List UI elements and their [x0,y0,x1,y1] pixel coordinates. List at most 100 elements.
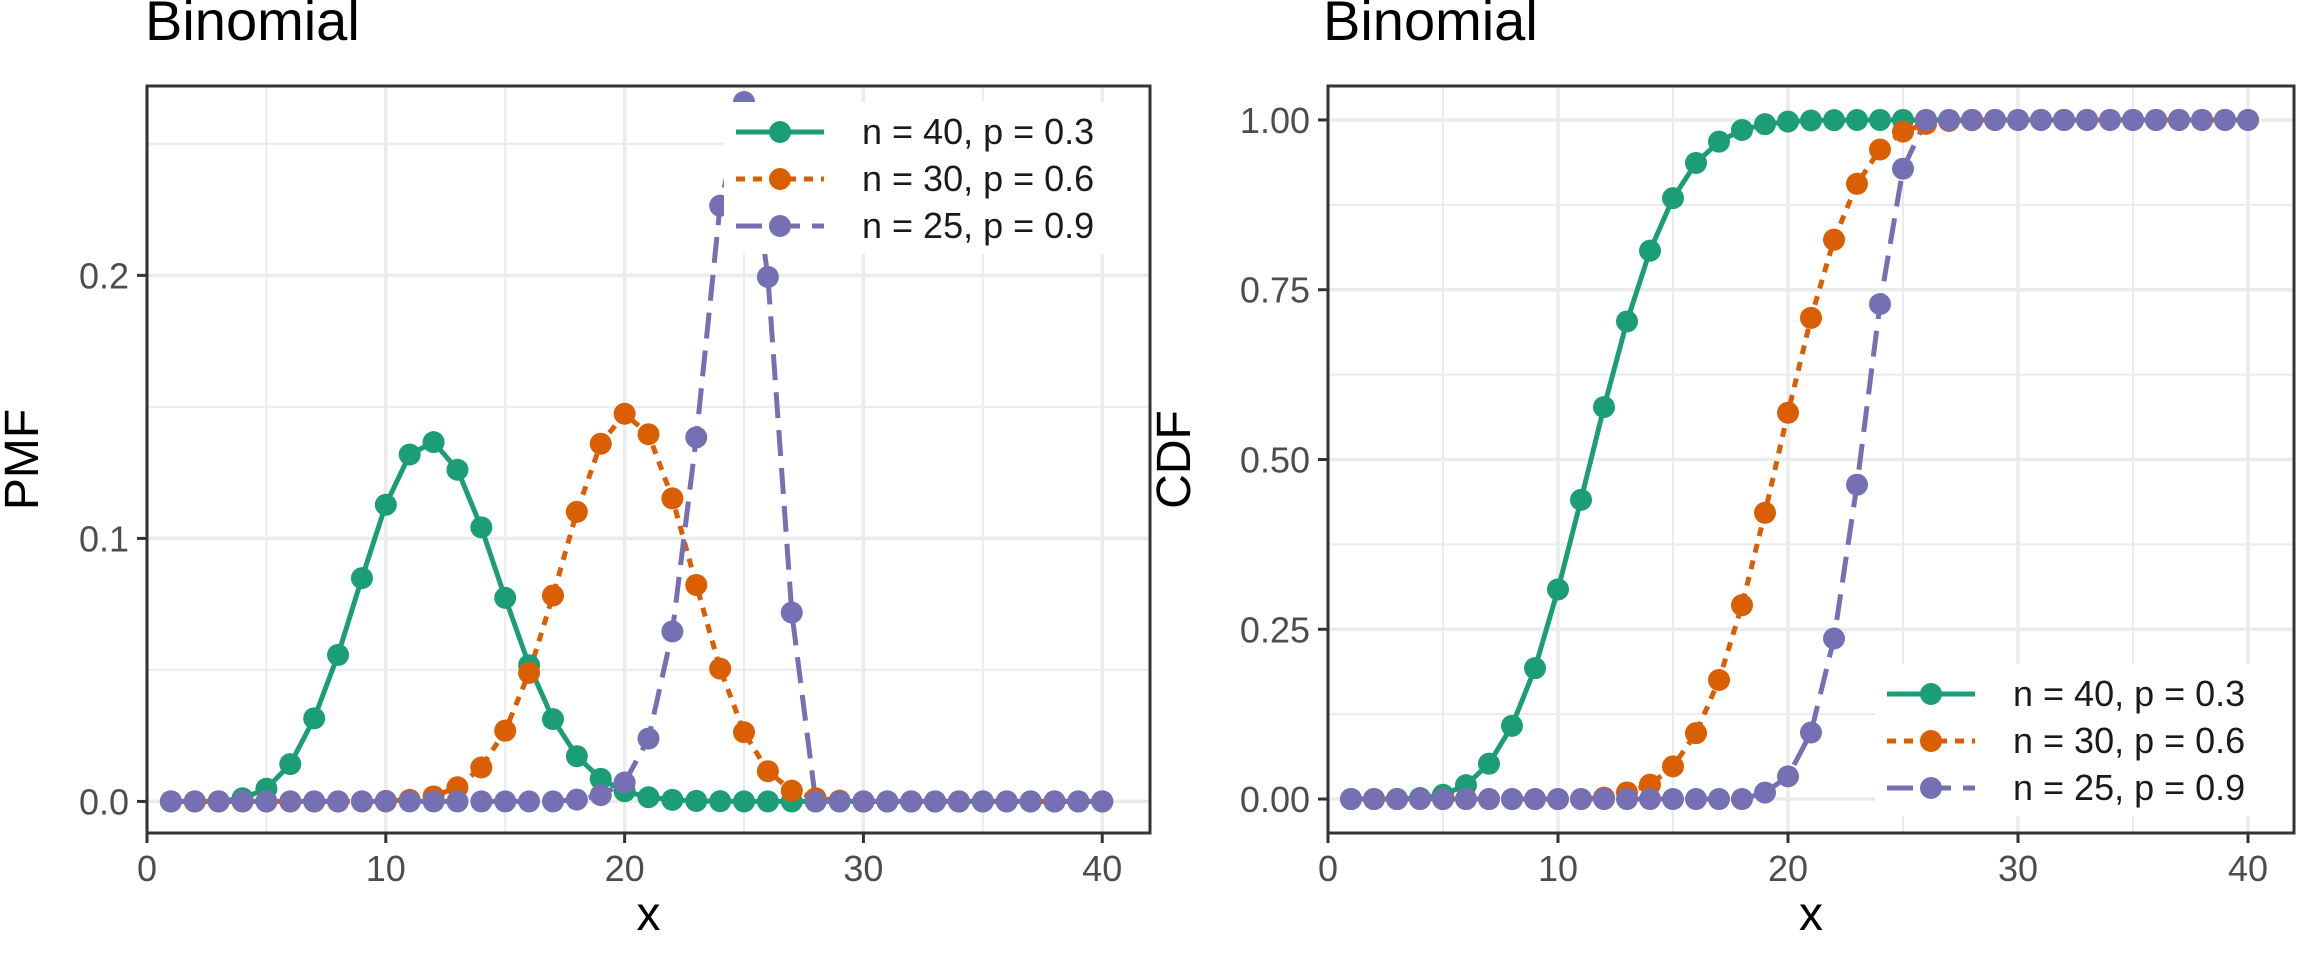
cdf-data-point [2122,108,2144,131]
pmf-data-point [422,790,445,813]
pmf-data-point [207,790,230,813]
pmf-data-point [756,790,779,813]
cdf-data-point [1731,594,1753,617]
pmf-data-point [327,643,350,666]
pmf-data-point [565,788,588,811]
pmf-data-point [589,784,612,807]
cdf-x-tick-label: 10 [1538,848,1578,889]
pmf-data-point [374,493,397,516]
pmf-x-tick-label: 40 [1082,848,1122,889]
cdf-legend-label-1: n = 40, p = 0.3 [2013,673,2245,714]
pmf-data-point [183,790,206,813]
cdf-data-point [1386,788,1408,811]
pmf-x-tick-label: 10 [366,848,406,889]
pmf-data-point [804,790,827,813]
cdf-data-point [1639,239,1661,262]
pmf-panel-border [145,84,1152,835]
pmf-legend-key-point-1 [769,121,791,143]
pmf-data-point [470,790,493,813]
cdf-data-point [1731,788,1753,811]
pmf-x-tick-label: 0 [137,848,157,889]
pmf-data-point [661,487,684,510]
cdf-data-point [2168,108,2190,131]
cdf-data-point [1570,788,1592,811]
pmf-data-point [494,790,517,813]
pmf-data-point [279,753,302,776]
pmf-data-point [279,790,302,813]
pmf-data-point [661,620,684,643]
cdf-legend: n = 40, p = 0.3 n = 30, p = 0.6 n = 25, p … [1875,664,2295,816]
pmf-legend-label-3: n = 25, p = 0.9 [862,205,1094,246]
cdf-data-point [1593,396,1615,419]
cdf-x-tick-label: 20 [1768,848,1808,889]
cdf-y-tick-label: 0.25 [1240,609,1310,650]
cdf-data-point [1478,752,1500,775]
pmf-data-point [231,790,254,813]
cdf-x-tick-label: 0 [1318,848,1338,889]
cdf-data-point [1685,722,1707,745]
cdf-data-point [1616,310,1638,333]
cdf-chart-title: Binomial [1323,0,1538,52]
cdf-data-point [1708,669,1730,692]
pmf-legend-background [724,102,1164,254]
pmf-data-point [685,573,708,596]
pmf-data-point [470,756,493,779]
cdf-data-point [1892,120,1914,143]
pmf-legend-key-point-2 [769,168,791,190]
pmf-data-point [876,790,899,813]
pmf-data-point [780,601,803,624]
pmf-data-point [900,790,923,813]
cdf-legend-key-point-1 [1920,683,1942,705]
pmf-x-tick-label: 20 [605,848,645,889]
cdf-x-axis-title: x [1799,888,1823,941]
cdf-data-point [1340,788,1362,811]
cdf-data-point [1639,788,1661,811]
pmf-data-point [589,432,612,455]
pmf-data-point [518,661,541,684]
pmf-data-point [565,745,588,768]
pmf-data-point [494,586,517,609]
cdf-x-tick-label: 30 [1998,848,2038,889]
pmf-data-point [924,790,947,813]
cdf-series-line-3 [1351,117,2248,802]
cdf-data-point [2191,108,2213,131]
cdf-data-point [1800,306,1822,329]
pmf-y-axis-title: PMF [0,409,49,510]
cdf-data-point [1915,108,1937,131]
cdf-data-point [1892,157,1914,180]
pmf-data-point [685,789,708,812]
cdf-legend-key-point-2 [1920,730,1942,752]
cdf-data-point [2007,108,2029,131]
cdf-panel: n = 40, p = 0.3 n = 30, p = 0.6 n = 25, p … [1148,0,2296,941]
pmf-y-tick-label: 0.2 [79,255,129,296]
cdf-data-point [1708,130,1730,153]
pmf-data-point [494,719,517,742]
pmf-data-point [446,458,469,481]
pmf-data-point [971,790,994,813]
cdf-data-point [2145,108,2167,131]
cdf-data-point [1961,108,1983,131]
cdf-legend-label-3: n = 25, p = 0.9 [2013,767,2245,808]
pmf-data-point [350,790,373,813]
pmf-data-point [255,790,278,813]
pmf-data-point [637,727,660,750]
cdf-data-point [2214,108,2236,131]
cdf-data-point [1616,788,1638,811]
pmf-data-point [398,443,421,466]
cdf-y-tick-label: 0.00 [1240,779,1310,820]
cdf-data-point [1593,788,1615,811]
pmf-data-point [303,790,326,813]
cdf-data-point [1501,714,1523,737]
pmf-data-point [613,402,636,425]
cdf-data-point [1846,109,1868,132]
pmf-legend-key-point-3 [769,215,791,237]
pmf-data-point [446,790,469,813]
cdf-data-point [1547,578,1569,601]
pmf-data-point [756,265,779,288]
cdf-data-point [1754,781,1776,804]
pmf-data-point [637,786,660,809]
cdf-data-point [1823,228,1845,251]
cdf-data-point [1846,473,1868,496]
pmf-data-point [709,790,732,813]
